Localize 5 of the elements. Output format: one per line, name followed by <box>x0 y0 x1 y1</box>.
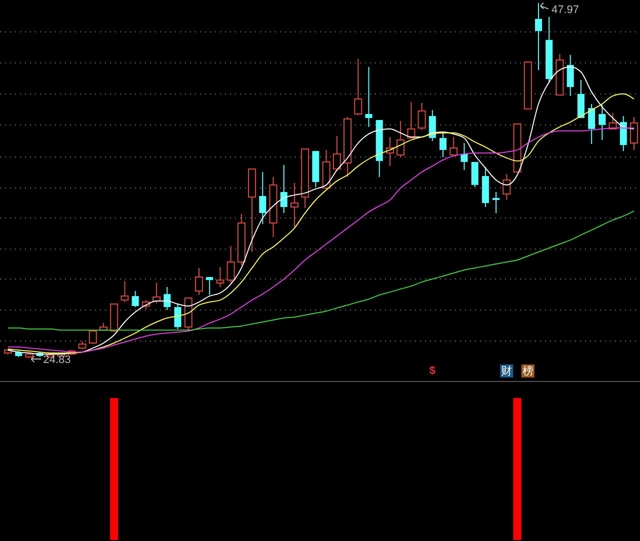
annotation: 24.83 <box>43 354 71 366</box>
annotation: 榜 <box>522 364 534 378</box>
annotation: 财 <box>501 364 512 378</box>
annotation: $ <box>429 364 436 377</box>
annotation: 47.97 <box>552 4 580 16</box>
